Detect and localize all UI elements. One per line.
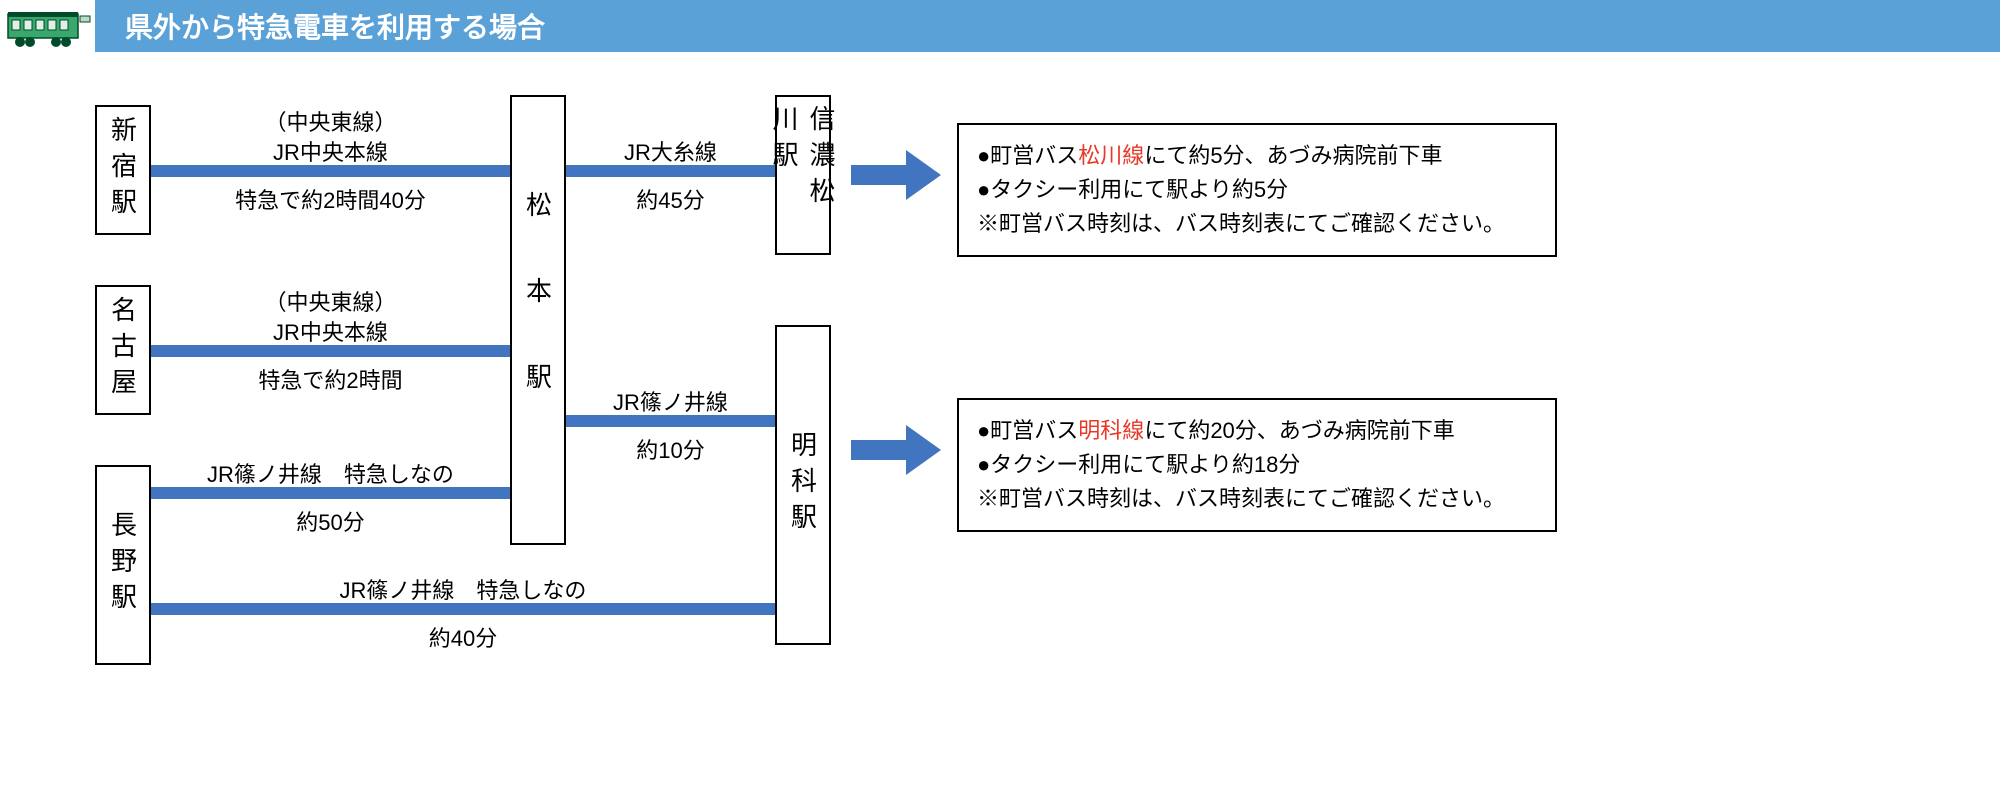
- arrow-icon: [851, 425, 941, 475]
- route-shinjuku-duration: 特急で約2時間40分: [151, 183, 510, 215]
- route-nagoya-bar: [151, 345, 510, 357]
- info-note-line: ※町営バス時刻は、バス時刻表にてご確認ください。: [977, 207, 1537, 241]
- station-shinano-matsukawa: 信濃松川駅: [775, 95, 831, 255]
- route-matsumoto-akashina-line: JR篠ノ井線: [566, 385, 775, 417]
- route-matsumoto-shinano-bar: [566, 165, 775, 177]
- info-taxi-line: ●タクシー利用にて駅より約18分: [977, 448, 1537, 482]
- text: にて約5分、あづみ病院前下車: [1144, 143, 1442, 168]
- train-icon: [6, 6, 92, 50]
- info-box-akashina: ●町営バス明科線にて約20分、あづみ病院前下車 ●タクシー利用にて駅より約18分…: [957, 398, 1557, 532]
- route-nagoya-duration: 特急で約2時間: [151, 363, 510, 395]
- station-nagoya: 名古屋: [95, 285, 151, 415]
- route-matsumoto-akashina-bar: [566, 415, 775, 427]
- route-shinjuku-bar: [151, 165, 510, 177]
- info-note-line: ※町営バス時刻は、バス時刻表にてご確認ください。: [977, 482, 1537, 516]
- route-shinjuku-note: （中央東線）: [151, 105, 510, 137]
- header-title: 県外から特急電車を利用する場合: [125, 6, 545, 46]
- route-nagano-matsumoto-line: JR篠ノ井線 特急しなの: [151, 457, 510, 489]
- route-matsumoto-akashina-duration: 約10分: [566, 433, 775, 465]
- text: にて約20分、あづみ病院前下車: [1144, 418, 1454, 443]
- bus-line-red: 松川線: [1078, 143, 1144, 168]
- info-bus-line: ●町営バス松川線にて約5分、あづみ病院前下車: [977, 139, 1537, 173]
- route-nagano-akashina-line: JR篠ノ井線 特急しなの: [151, 573, 775, 605]
- route-nagoya-line: JR中央本線: [151, 315, 510, 347]
- header-bar: 県外から特急電車を利用する場合: [95, 0, 2000, 52]
- station-nagano: 長野駅: [95, 465, 151, 665]
- info-box-shinano: ●町営バス松川線にて約5分、あづみ病院前下車 ●タクシー利用にて駅より約5分 ※…: [957, 123, 1557, 257]
- route-matsumoto-shinano-duration: 約45分: [566, 183, 775, 215]
- bus-line-red: 明科線: [1078, 418, 1144, 443]
- station-akashina: 明科駅: [775, 325, 831, 645]
- route-nagano-akashina-duration: 約40分: [151, 621, 775, 653]
- route-nagoya-note: （中央東線）: [151, 285, 510, 317]
- info-taxi-line: ●タクシー利用にて駅より約5分: [977, 173, 1537, 207]
- route-diagram: 新宿駅 名古屋 長野駅 松本駅 信濃松川駅 明科駅 （中央東線） JR中央本線 …: [95, 95, 1980, 807]
- station-matsumoto: 松本駅: [510, 95, 566, 545]
- text: ●町営バス: [977, 143, 1078, 168]
- info-bus-line: ●町営バス明科線にて約20分、あづみ病院前下車: [977, 414, 1537, 448]
- route-nagano-matsumoto-bar: [151, 487, 510, 499]
- station-shinjuku: 新宿駅: [95, 105, 151, 235]
- route-nagano-akashina-bar: [151, 603, 775, 615]
- route-shinjuku-line: JR中央本線: [151, 135, 510, 167]
- route-matsumoto-shinano-line: JR大糸線: [566, 135, 775, 167]
- route-nagano-matsumoto-duration: 約50分: [151, 505, 510, 537]
- arrow-icon: [851, 150, 941, 200]
- text: ●町営バス: [977, 418, 1078, 443]
